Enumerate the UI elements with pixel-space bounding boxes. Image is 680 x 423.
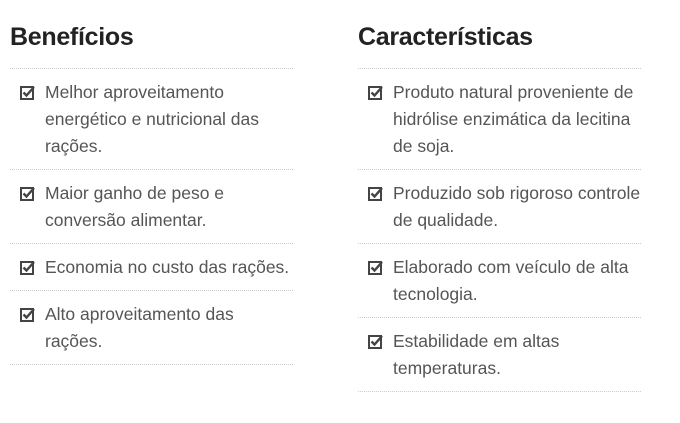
item-text: Produzido sob rigoroso controle de quali…: [393, 183, 641, 230]
list-item: Estabilidade em altas temperaturas.: [358, 318, 641, 392]
checkbox-checked-icon: [368, 85, 383, 100]
features-title: Características: [358, 23, 533, 51]
item-text: Elaborado com veículo de alta tecnologia…: [393, 257, 629, 304]
list-item: Produzido sob rigoroso controle de quali…: [358, 170, 641, 244]
divider: [358, 68, 641, 69]
benefits-title: Benefícios: [10, 23, 134, 51]
list-item: Maior ganho de peso e conversão alimenta…: [10, 170, 293, 244]
list-item: Produto natural proveniente de hidrólise…: [358, 69, 641, 170]
item-text: Maior ganho de peso e conversão alimenta…: [45, 183, 225, 230]
benefits-list: Melhor aproveitamento energético e nutri…: [10, 69, 293, 365]
checkbox-checked-icon: [20, 260, 35, 275]
item-text: Economia no custo das rações.: [45, 257, 290, 277]
item-text: Alto aproveitamento das rações.: [45, 304, 234, 351]
item-text: Produto natural proveniente de hidrólise…: [393, 82, 634, 156]
checkbox-checked-icon: [20, 307, 35, 322]
benefits-column: Benefícios Melhor aproveitamento energét…: [10, 18, 293, 365]
checkbox-checked-icon: [368, 186, 383, 201]
checkbox-checked-icon: [20, 186, 35, 201]
list-item: Economia no custo das rações.: [10, 244, 293, 291]
item-text: Estabilidade em altas temperaturas.: [393, 331, 560, 378]
item-text: Melhor aproveitamento energético e nutri…: [45, 82, 260, 156]
checkbox-checked-icon: [20, 85, 35, 100]
checkbox-checked-icon: [368, 260, 383, 275]
list-item: Alto aproveitamento das rações.: [10, 291, 293, 365]
divider: [10, 68, 293, 69]
checkbox-checked-icon: [368, 334, 383, 349]
list-item: Elaborado com veículo de alta tecnologia…: [358, 244, 641, 318]
features-column: Características Produto natural provenie…: [358, 18, 641, 392]
list-item: Melhor aproveitamento energético e nutri…: [10, 69, 293, 170]
features-list: Produto natural proveniente de hidrólise…: [358, 69, 641, 392]
